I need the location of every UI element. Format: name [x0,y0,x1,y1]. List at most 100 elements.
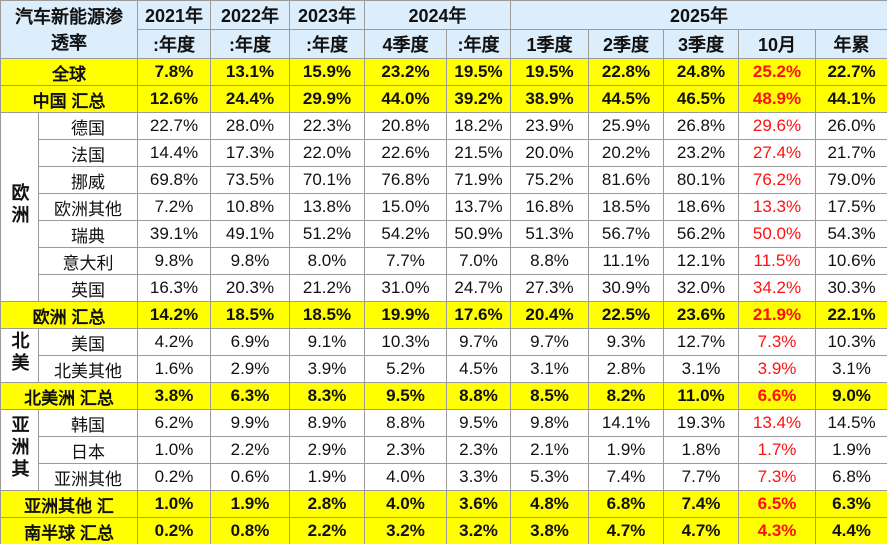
value-cell: 11.0% [663,382,740,410]
value-cell: 54.3% [815,220,887,248]
value-cell: 7.4% [663,490,740,518]
value-cell: 24.4% [210,85,290,113]
value-cell: 3.2% [364,517,447,544]
data-row: 欧洲其他 7.2% 10.8% 13.8% 15.0% 13.7% 16.8% 18.5% 18… [1,193,887,221]
value-cell: 24.8% [663,58,740,86]
value-cell: 7.2% [137,193,211,221]
row-label: 亚洲其他 汇 [0,490,138,518]
group-label: 欧洲 [0,112,39,302]
group-label: 亚洲其 [0,409,39,491]
row-label: 瑞典 [38,220,138,248]
value-cell: 4.0% [364,490,447,518]
value-cell: 3.9% [289,355,365,383]
value-cell: 19.3% [663,409,740,437]
value-cell: 2.2% [210,436,290,464]
year-header: 2025年 [510,0,887,30]
value-cell: 23.2% [364,58,447,86]
value-cell: 14.2% [137,301,211,329]
value-cell: 6.8% [588,490,665,518]
value-cell: 46.5% [663,85,740,113]
value-cell: 76.2% [738,166,817,194]
row-label: 中国 汇总 [0,85,138,113]
data-row: 北美 美国 4.2% 6.9% 9.1% 10.3% 9.7% 9.7% 9.3% 12.7% 7.… [0,328,887,383]
value-cell: 8.5% [510,382,590,410]
value-cell: 17.5% [815,193,887,221]
value-cell: 9.8% [210,247,290,275]
value-cell: 22.5% [588,301,665,329]
value-cell: 34.2% [738,274,817,302]
value-cell: 9.8% [510,409,590,437]
value-cell: 23.6% [663,301,740,329]
value-cell: 25.2% [738,58,817,86]
value-cell: 8.8% [364,409,447,437]
value-cell: 69.8% [137,166,211,194]
value-cell: 13.4% [738,409,817,437]
value-cell: 22.8% [588,58,665,86]
value-cell: 28.0% [210,112,290,140]
value-cell: 9.3% [588,328,665,356]
value-cell: 12.7% [663,328,740,356]
value-cell: 10.3% [364,328,447,356]
value-cell: 9.7% [510,328,590,356]
value-cell: 18.5% [289,301,365,329]
value-cell: 7.7% [364,247,447,275]
value-cell: 19.9% [364,301,447,329]
value-cell: 2.8% [588,355,665,383]
value-cell: 20.0% [510,139,590,167]
value-cell: 14.1% [588,409,665,437]
value-cell: 8.8% [445,382,512,410]
value-cell: 15.0% [364,193,447,221]
value-cell: 0.2% [137,517,211,544]
value-cell: 70.1% [289,166,365,194]
value-cell: 22.7% [137,112,211,140]
table-body: 全球 7.8% 13.1% 15.9% 23.2% 19.5% 19.5% 22.8% 24.8… [0,58,887,544]
value-cell: 4.5% [445,355,512,383]
value-cell: 9.5% [445,409,512,437]
value-cell: 2.8% [289,490,365,518]
value-cell: 38.9% [510,85,590,113]
value-cell: 8.3% [289,382,365,410]
value-cell: 11.1% [588,247,665,275]
value-cell: 21.5% [445,139,512,167]
value-cell: 23.9% [510,112,590,140]
row-label: 南半球 汇总 [0,517,138,544]
value-cell: 10.6% [815,247,887,275]
corner-text: 汽车新能源渗 [15,6,123,27]
value-cell: 1.9% [815,436,887,464]
value-cell: 21.2% [289,274,365,302]
row-label: 欧洲其他 [38,193,138,221]
header-row: 汽车新能源渗 透率 2021年 2022年 2023年 2024年 2025年 [0,0,887,59]
value-cell: 20.8% [364,112,447,140]
value-cell: 1.7% [738,436,817,464]
period-header: 3季度 [663,29,740,59]
row-label: 亚洲其他 [38,463,138,491]
value-cell: 13.7% [445,193,512,221]
value-cell: 19.5% [445,58,512,86]
value-cell: 6.2% [137,409,211,437]
value-cell: 26.8% [663,112,740,140]
period-header: 年累 [815,29,887,59]
value-cell: 7.3% [738,463,817,491]
value-cell: 3.9% [738,355,817,383]
value-cell: 23.2% [663,139,740,167]
group-text: 北美 [9,331,30,375]
value-cell: 9.5% [364,382,447,410]
value-cell: 4.0% [364,463,447,491]
value-cell: 2.9% [210,355,290,383]
value-cell: 75.2% [510,166,590,194]
data-row: 瑞典 39.1% 49.1% 51.2% 54.2% 50.9% 51.3% 56.7% 56.… [1,220,887,248]
value-cell: 12.1% [663,247,740,275]
value-cell: 71.9% [445,166,512,194]
value-cell: 3.1% [815,355,887,383]
value-cell: 16.3% [137,274,211,302]
value-cell: 48.9% [738,85,817,113]
value-cell: 44.5% [588,85,665,113]
summary-row: 亚洲其他 汇 1.0% 1.9% 2.8% 4.0% 3.6% 4.8% 6.8% 7.4% 6.… [0,490,887,518]
value-cell: 9.9% [210,409,290,437]
value-cell: 13.1% [210,58,290,86]
value-cell: 1.0% [137,490,211,518]
value-cell: 4.3% [738,517,817,544]
value-cell: 50.9% [445,220,512,248]
period-header: :年度 [445,29,512,59]
row-label: 韩国 [38,409,138,437]
